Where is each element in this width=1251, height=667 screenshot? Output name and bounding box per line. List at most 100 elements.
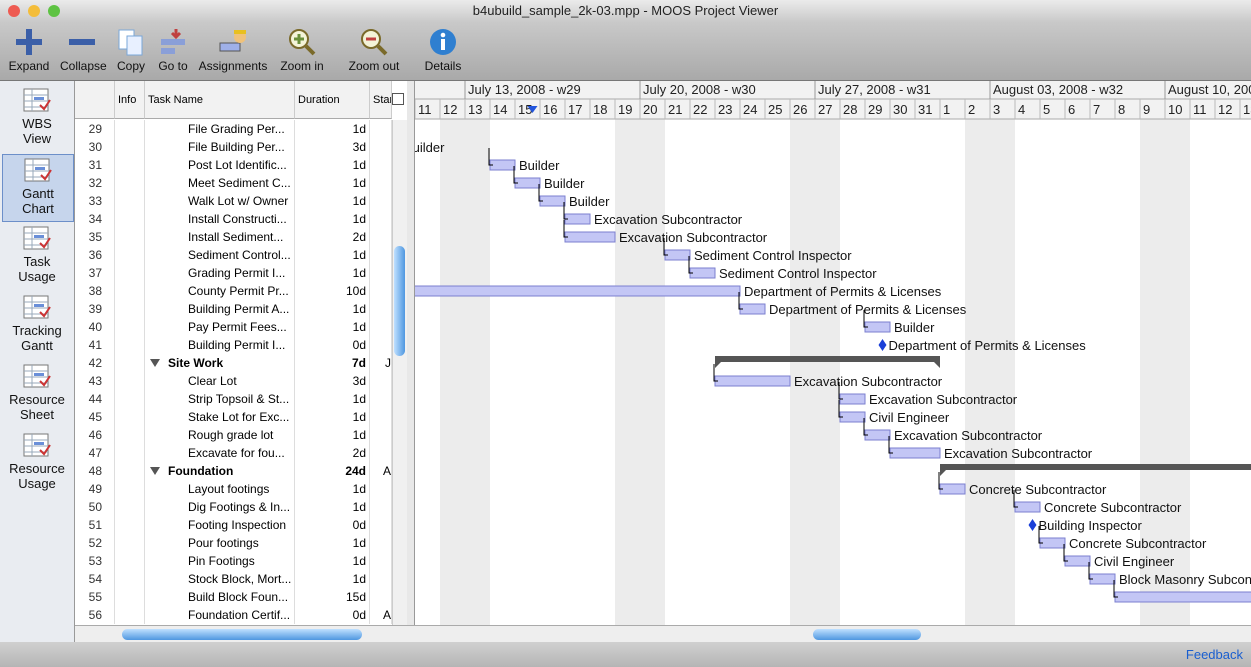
expand-triangle[interactable] <box>150 467 160 475</box>
row-id: 38 <box>75 282 115 300</box>
info-cell <box>115 282 145 300</box>
duration: 1d <box>295 156 370 174</box>
status-bar: Feedback <box>0 642 1251 667</box>
row-id: 52 <box>75 534 115 552</box>
expand-triangle[interactable] <box>150 359 160 367</box>
toolbar-button[interactable]: Zoom in <box>274 22 330 80</box>
toolbar-button[interactable]: Go to <box>154 22 192 80</box>
gantt-chart: July 13, 2008 - w29 July 20, 2008 - w30 Ju… <box>414 81 1251 625</box>
start <box>370 372 392 390</box>
task-name: Building Permit A... <box>145 300 295 318</box>
day-label: 23 <box>718 102 732 117</box>
view-button[interactable]: Tracking Gantt <box>2 292 72 358</box>
row-id: 37 <box>75 264 115 282</box>
resource-label: Concrete Subcontractor <box>1069 536 1207 551</box>
dependency-arrow <box>513 166 518 184</box>
resource-label: Builder <box>519 158 560 173</box>
view-button[interactable]: Resource Usage <box>2 430 72 496</box>
day-label: 31 <box>918 102 932 117</box>
task-bar <box>1039 537 1066 549</box>
weekend-shade <box>790 119 815 625</box>
day-label: 10 <box>1168 102 1182 117</box>
start <box>370 120 392 138</box>
view-button[interactable]: Task Usage <box>2 223 72 289</box>
view-label: Resource Usage <box>9 461 65 491</box>
day-label: 29 <box>868 102 882 117</box>
day-label: 28 <box>843 102 857 117</box>
start <box>370 300 392 318</box>
view-button[interactable]: Gantt Chart <box>2 154 74 222</box>
row-id: 36 <box>75 246 115 264</box>
start <box>370 498 392 516</box>
toolbar-button[interactable]: Expand <box>6 22 52 80</box>
dependency-arrow <box>863 418 868 436</box>
task-name: Post Lot Identific... <box>145 156 295 174</box>
dependency-arrow <box>563 202 568 220</box>
start <box>370 210 392 228</box>
day-label: 19 <box>618 102 632 117</box>
task-bar <box>1114 591 1251 603</box>
start <box>370 516 392 534</box>
toolbar-button[interactable]: Collapse <box>60 22 107 80</box>
view-icon <box>23 295 51 319</box>
resource-label: Block Masonry Subcontractor <box>1119 572 1251 587</box>
toolbar: Expand Collapse Copy Go to Assignments Zoom i… <box>0 22 1251 81</box>
toolbar-button[interactable]: Details <box>422 22 464 80</box>
toolbar-button[interactable]: Zoom out <box>344 22 404 80</box>
milestone <box>1028 519 1037 531</box>
row-id: 40 <box>75 318 115 336</box>
row-id: 44 <box>75 390 115 408</box>
info-cell <box>115 372 145 390</box>
close-button[interactable] <box>8 5 20 17</box>
view-button[interactable]: Resource Sheet <box>2 361 72 427</box>
info-cell <box>115 498 145 516</box>
day-label: 13 <box>1243 102 1251 117</box>
task-bar <box>839 411 866 423</box>
start <box>370 444 392 462</box>
vertical-scrollbar[interactable] <box>392 120 407 625</box>
day-label: 20 <box>643 102 657 117</box>
start: J <box>370 354 392 372</box>
info-cell <box>115 588 145 606</box>
task-bar <box>889 447 941 459</box>
start <box>370 282 392 300</box>
column-menu[interactable] <box>392 93 404 105</box>
resource-label: Builder <box>894 320 935 335</box>
window-title: b4ubuild_sample_2k-03.mpp - MOOS Project… <box>472 3 779 18</box>
task-bar <box>489 159 516 171</box>
task-name: File Grading Per... <box>145 120 295 138</box>
toolbar-button[interactable]: Copy <box>112 22 150 80</box>
start <box>370 534 392 552</box>
gantt-scroll-thumb[interactable] <box>813 629 921 640</box>
row-id: 29 <box>75 120 115 138</box>
view-button[interactable]: WBS View <box>2 85 72 151</box>
task-name: Foundation <box>145 462 295 480</box>
zoom-button[interactable] <box>48 5 60 17</box>
dependency-arrow <box>1038 526 1043 544</box>
vertical-scroll-thumb[interactable] <box>394 246 405 356</box>
task-name: Rough grade lot <box>145 426 295 444</box>
start <box>370 192 392 210</box>
start <box>370 588 392 606</box>
resource-label: Excavation Subcontractor <box>869 392 1018 407</box>
task-name: Install Sediment... <box>145 228 295 246</box>
feedback-link[interactable]: Feedback <box>1185 647 1243 662</box>
dependency-arrow <box>838 382 843 400</box>
task-bar <box>864 321 891 333</box>
info-cell <box>115 606 145 624</box>
table-scroll-thumb[interactable] <box>122 629 362 640</box>
info-cell <box>115 228 145 246</box>
task-bar <box>564 231 616 243</box>
info-cell <box>115 318 145 336</box>
week-label: July 27, 2008 - w31 <box>818 82 931 97</box>
toolbar-button[interactable]: Assignments <box>196 22 270 80</box>
row-id: 33 <box>75 192 115 210</box>
start <box>370 264 392 282</box>
row-id: 42 <box>75 354 115 372</box>
duration: 1d <box>295 210 370 228</box>
day-label: 22 <box>693 102 707 117</box>
dependency-arrow <box>1088 562 1093 580</box>
minimize-button[interactable] <box>28 5 40 17</box>
task-name: Install Constructi... <box>145 210 295 228</box>
